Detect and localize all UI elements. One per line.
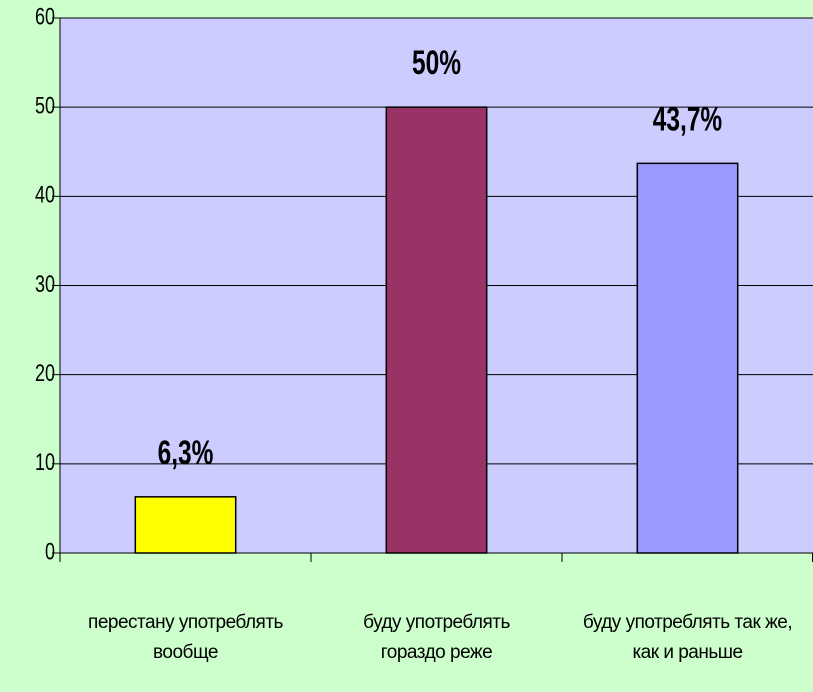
data-label: 6,3% (158, 434, 214, 472)
y-tick-label: 0 (45, 539, 55, 565)
y-tick-label: 20 (35, 361, 55, 387)
x-tick-label: буду употреблять так же, как и раньше (582, 612, 793, 663)
y-tick-label: 30 (35, 271, 55, 297)
y-tick-label: 50 (35, 93, 55, 119)
data-label: 50% (412, 44, 461, 82)
y-tick-label: 40 (35, 182, 55, 208)
data-label: 43,7% (653, 100, 722, 138)
x-tick-label: буду употреблять гораздо реже (363, 612, 510, 663)
bar (385, 106, 488, 554)
bar (134, 496, 237, 554)
bar (636, 162, 739, 554)
y-tick-label: 10 (35, 450, 55, 476)
x-tick-label: перестану употреблять вообще (88, 612, 283, 663)
y-tick-label: 60 (35, 4, 55, 30)
